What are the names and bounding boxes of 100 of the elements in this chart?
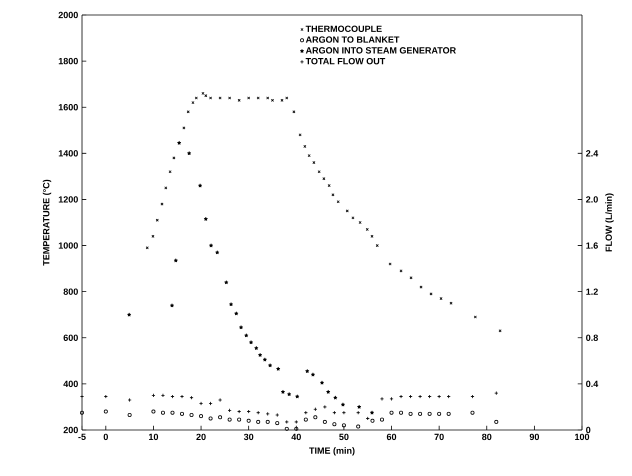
x-tick-label: -5 — [78, 434, 86, 440]
point — [370, 410, 374, 414]
point — [305, 369, 310, 373]
point — [256, 420, 260, 424]
point — [399, 410, 404, 415]
point — [199, 414, 204, 418]
point — [262, 358, 267, 362]
point — [246, 418, 251, 423]
point — [440, 297, 443, 300]
y-tick-label: 2000 — [58, 12, 78, 18]
legend-label: TOTAL FLOW OUT — [306, 58, 386, 64]
point — [215, 250, 220, 254]
point — [336, 200, 340, 204]
point — [294, 426, 298, 431]
point — [160, 202, 164, 206]
point — [370, 418, 374, 423]
point — [198, 184, 202, 188]
point — [494, 420, 498, 424]
point — [328, 184, 331, 188]
point — [287, 392, 292, 396]
point — [311, 372, 315, 376]
point — [308, 154, 311, 158]
point — [303, 144, 306, 148]
point — [498, 329, 502, 332]
point — [172, 156, 176, 160]
y-tick-label: 400 — [63, 380, 78, 388]
point — [390, 410, 394, 415]
y-axis-title: TEMPERATURE (°C) — [42, 180, 52, 266]
y-tick-label: 1400 — [58, 150, 78, 157]
point — [304, 418, 308, 422]
point — [342, 423, 346, 428]
point — [420, 286, 423, 289]
y2-tick-label: 2.0 — [586, 196, 598, 203]
legend-label: ARGON TO BLANKET — [306, 36, 400, 43]
x-tick-label: 50 — [339, 434, 349, 440]
y-tick-label: 800 — [64, 288, 78, 295]
y-tick-label: 600 — [64, 334, 78, 341]
point — [470, 410, 474, 415]
x-tick-label: 40 — [291, 434, 301, 440]
point — [170, 303, 174, 308]
point — [80, 410, 84, 415]
point — [268, 363, 272, 368]
y-tick-label: 1000 — [58, 242, 78, 249]
point — [408, 412, 413, 416]
x-tick-label: 70 — [434, 434, 444, 440]
point — [228, 418, 232, 422]
y-tick-label: 200 — [64, 426, 78, 434]
point — [234, 312, 238, 316]
point — [127, 312, 132, 316]
y-tick-label: 1200 — [58, 196, 78, 203]
point — [400, 269, 403, 272]
point — [332, 422, 336, 426]
point — [428, 412, 432, 416]
y2-tick-label: 2.4 — [586, 150, 598, 156]
point — [209, 96, 212, 100]
x-tick-label: 0 — [104, 434, 108, 440]
point — [312, 161, 316, 164]
point — [204, 94, 208, 98]
x-tick-label: 30 — [244, 434, 254, 440]
point — [238, 98, 241, 102]
point — [275, 421, 280, 426]
point — [229, 302, 233, 306]
point — [239, 325, 243, 330]
point — [190, 413, 194, 417]
x-tick-label: 100 — [575, 434, 590, 440]
x-axis-title: TIME (min) — [309, 447, 355, 456]
y2-tick-label: 0.4 — [586, 380, 598, 388]
point — [191, 101, 194, 104]
point — [151, 410, 156, 414]
y2-tick-label: 0.8 — [586, 334, 598, 341]
point — [322, 420, 327, 424]
point — [266, 420, 270, 424]
point — [258, 353, 262, 357]
x-tick-label: 60 — [386, 434, 396, 440]
point — [187, 151, 192, 156]
point — [326, 390, 330, 394]
point — [170, 410, 174, 415]
x-tick-label: 80 — [482, 434, 492, 440]
x-tick-label: 90 — [530, 434, 540, 440]
x-tick-label: 10 — [148, 434, 158, 440]
point — [357, 404, 362, 409]
point — [284, 426, 289, 431]
point — [182, 126, 186, 130]
y2-axis-title: FLOW (L/min) — [605, 193, 614, 252]
point — [104, 410, 108, 414]
point — [174, 258, 178, 262]
point — [418, 412, 422, 416]
point — [320, 380, 324, 384]
point — [281, 390, 285, 394]
y-tick-label: 1600 — [58, 104, 78, 110]
y-tick-label: 1800 — [58, 58, 78, 64]
point — [208, 416, 213, 420]
point — [186, 110, 190, 114]
y2-tick-label: 1.2 — [586, 288, 598, 295]
point — [160, 410, 165, 415]
point — [380, 418, 384, 422]
point — [244, 333, 248, 338]
point — [276, 366, 280, 371]
point — [254, 346, 258, 350]
point — [249, 340, 253, 344]
